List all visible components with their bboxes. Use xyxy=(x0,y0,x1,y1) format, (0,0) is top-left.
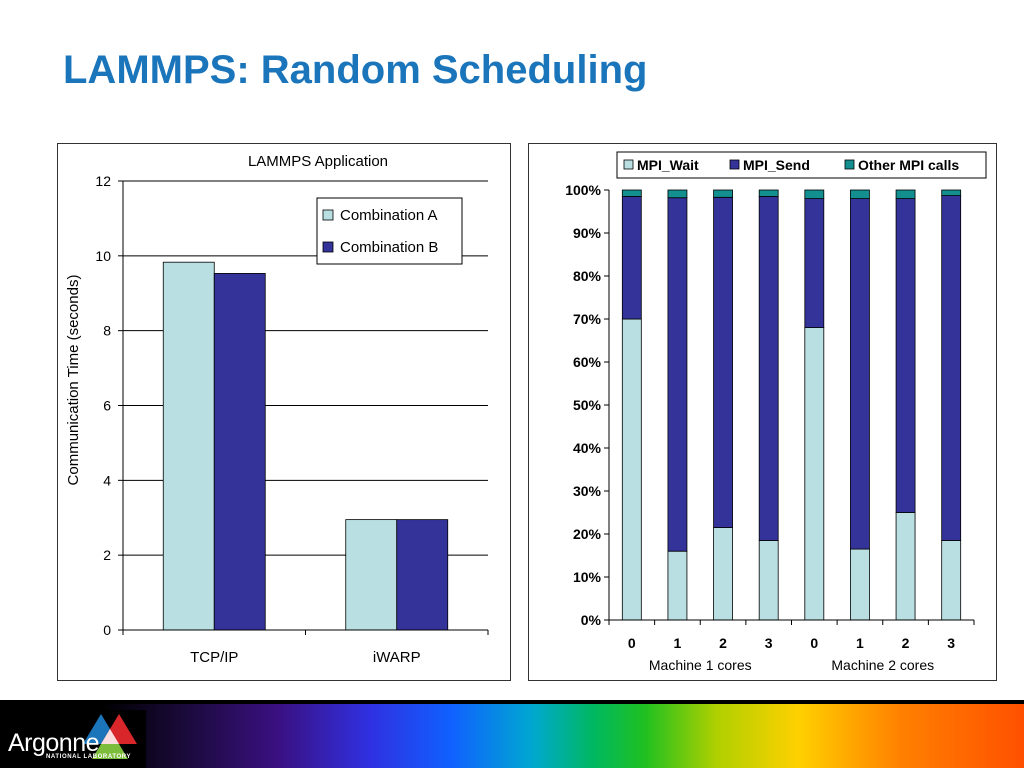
stack-mpi-wait-bar-4 xyxy=(804,327,825,621)
x-tick-label: 0 xyxy=(628,635,636,651)
y-tick-label: 8 xyxy=(103,323,111,339)
bar-combination-a-iwarp xyxy=(345,519,398,631)
stack-other-mpi-calls-bar-1 xyxy=(667,189,688,199)
logo-subtitle: NATIONAL LABORATORY xyxy=(46,754,132,760)
y-tick-labels: 0 2 4 6 8 10 12 xyxy=(95,173,111,638)
bar-chart-communication-time: LAMMPS Application Communication Time (s… xyxy=(65,153,489,666)
y-tick-label: 40% xyxy=(573,440,602,456)
legend-box xyxy=(316,197,463,265)
y-tick-label: 50% xyxy=(573,397,602,413)
y-tick-label: 6 xyxy=(103,398,111,414)
stack-other-mpi-calls-bar-5 xyxy=(850,189,870,200)
stacked-bar-chart-mpi-calls: MPI_Wait MPI_Send Other MPI calls 0% 10% 2… xyxy=(565,151,987,673)
stack-mpi-wait-bar-1 xyxy=(667,550,688,621)
legend: MPI_Wait MPI_Send Other MPI calls xyxy=(616,151,987,179)
legend-swatch-combination-a xyxy=(322,209,334,221)
x-tick-label: TCP/IP xyxy=(190,649,238,666)
stack-mpi-wait-bar-6 xyxy=(895,512,916,621)
chart-panel-communication-time: LAMMPS Application Communication Time (s… xyxy=(57,143,511,681)
stack-mpi-send-bar-5 xyxy=(850,198,870,550)
stack-other-mpi-calls-bar-7 xyxy=(941,189,962,196)
y-tick-label: 90% xyxy=(573,225,602,241)
y-tick-label: 0 xyxy=(103,622,111,638)
legend-swatch-other-mpi-calls xyxy=(844,159,855,170)
y-tick-labels: 0% 10% 20% 30% 40% 50% 60% 70% 80% 90% 100% xyxy=(565,182,601,628)
legend-swatch-combination-b xyxy=(322,241,334,253)
y-tick-label: 2 xyxy=(103,547,111,563)
slide-title: LAMMPS: Random Scheduling xyxy=(63,48,648,92)
stack-mpi-wait-bar-5 xyxy=(850,548,870,621)
stack-mpi-wait-bar-2 xyxy=(713,527,733,621)
stack-other-mpi-calls-bar-0 xyxy=(621,189,642,197)
x-tick-labels: 0 1 2 3 0 1 2 3 xyxy=(628,635,955,651)
x-group-labels: Machine 1 cores Machine 2 cores xyxy=(649,657,934,673)
y-tick-label: 30% xyxy=(573,483,602,499)
stack-mpi-send-bar-4 xyxy=(804,198,825,328)
legend: Combination A Combination B xyxy=(316,197,463,265)
stack-mpi-send-bar-1 xyxy=(667,197,688,552)
legend-label-combination-b: Combination B xyxy=(340,239,438,256)
stack-mpi-send-bar-0 xyxy=(621,196,642,320)
x-tick-label: 3 xyxy=(947,635,955,651)
x-tick-label: 1 xyxy=(856,635,864,651)
stack-mpi-wait-bar-0 xyxy=(621,318,642,621)
legend-label-other-mpi-calls: Other MPI calls xyxy=(858,157,959,173)
stacked-bars xyxy=(621,189,962,621)
x-tick-label: 1 xyxy=(674,635,682,651)
chart-title: LAMMPS Application xyxy=(248,153,388,170)
stack-mpi-send-bar-7 xyxy=(941,195,962,541)
legend-label-mpi-send: MPI_Send xyxy=(743,157,810,173)
bar-combination-b-tcpip xyxy=(213,273,266,631)
y-tick-label: 10% xyxy=(573,569,602,585)
y-tick-label: 20% xyxy=(573,526,602,542)
stack-mpi-send-bar-6 xyxy=(895,198,916,513)
stack-mpi-wait-bar-7 xyxy=(941,540,962,621)
argonne-logo-icon xyxy=(6,710,146,768)
y-tick-label: 10 xyxy=(95,248,111,264)
legend-swatch-mpi-wait xyxy=(623,159,634,170)
axes xyxy=(604,189,975,625)
x-tick-label: 2 xyxy=(902,635,910,651)
x-group-label: Machine 1 cores xyxy=(649,657,752,673)
chart-panel-mpi-breakdown: MPI_Wait MPI_Send Other MPI calls 0% 10% 2… xyxy=(528,143,997,681)
stack-mpi-send-bar-2 xyxy=(713,196,733,528)
stack-other-mpi-calls-bar-6 xyxy=(895,189,916,200)
legend-box xyxy=(616,151,987,179)
y-tick-label: 70% xyxy=(573,311,602,327)
x-tick-label: 0 xyxy=(810,635,818,651)
y-tick-label: 60% xyxy=(573,354,602,370)
legend-label-combination-a: Combination A xyxy=(340,207,438,224)
x-tick-label: iWARP xyxy=(373,649,421,666)
bar-combination-b-iwarp xyxy=(396,519,449,631)
stack-mpi-wait-bar-3 xyxy=(758,540,779,621)
footer-spectrum-band xyxy=(0,704,1024,768)
x-tick-labels: TCP/IP iWARP xyxy=(190,649,421,666)
logo-wordmark: Argonne xyxy=(8,729,100,757)
legend-label-mpi-wait: MPI_Wait xyxy=(637,157,699,173)
bar-combination-a-tcpip xyxy=(162,261,215,631)
logo-triangle-center-icon xyxy=(101,729,119,744)
stack-other-mpi-calls-bar-2 xyxy=(713,189,733,198)
y-tick-label: 0% xyxy=(581,612,602,628)
legend-swatch-mpi-send xyxy=(729,159,740,170)
y-axis-label: Communication Time (seconds) xyxy=(65,275,82,486)
bars xyxy=(162,261,449,631)
y-tick-label: 12 xyxy=(95,173,111,189)
x-tick-label: 2 xyxy=(719,635,727,651)
x-tick-label: 3 xyxy=(765,635,773,651)
x-group-label: Machine 2 cores xyxy=(831,657,934,673)
stack-mpi-send-bar-3 xyxy=(758,196,779,541)
y-tick-label: 80% xyxy=(573,268,602,284)
stack-other-mpi-calls-bar-4 xyxy=(804,189,825,200)
y-tick-label: 4 xyxy=(103,472,111,488)
axes xyxy=(118,180,489,635)
stack-other-mpi-calls-bar-3 xyxy=(758,189,779,197)
y-tick-label: 100% xyxy=(565,182,601,198)
